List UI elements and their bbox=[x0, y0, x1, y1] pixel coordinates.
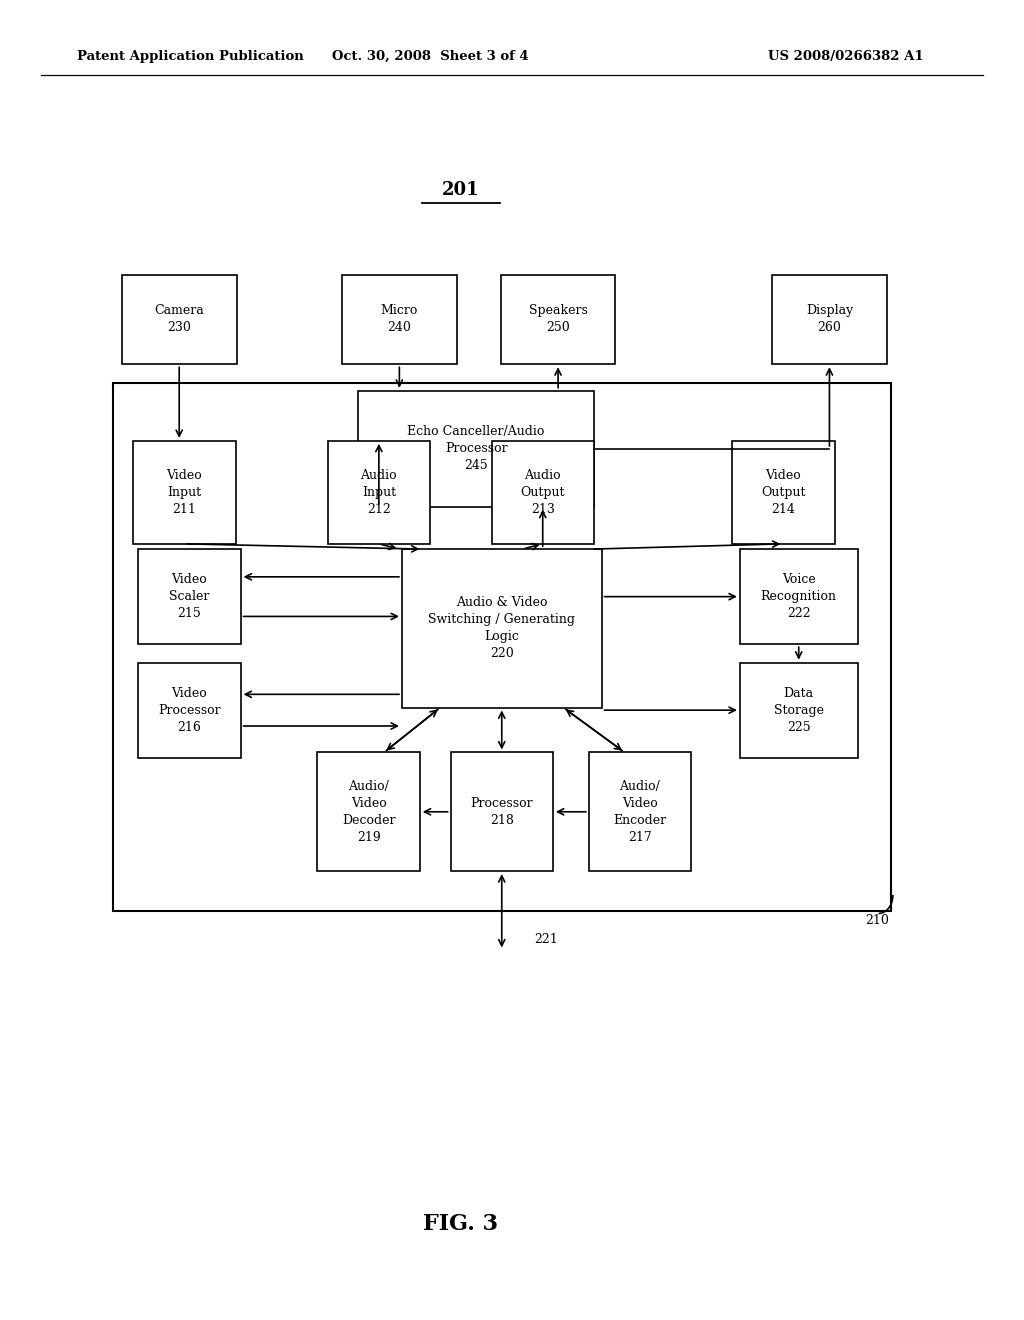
Text: Audio/
Video
Decoder
219: Audio/ Video Decoder 219 bbox=[342, 780, 395, 843]
Text: Camera
230: Camera 230 bbox=[155, 305, 204, 334]
FancyBboxPatch shape bbox=[122, 275, 237, 364]
Text: Video
Input
211: Video Input 211 bbox=[167, 469, 202, 516]
Text: Audio
Input
212: Audio Input 212 bbox=[360, 469, 397, 516]
Text: Speakers
250: Speakers 250 bbox=[528, 305, 588, 334]
Text: Video
Output
214: Video Output 214 bbox=[761, 469, 806, 516]
Text: Voice
Recognition
222: Voice Recognition 222 bbox=[761, 573, 837, 620]
Text: 201: 201 bbox=[442, 181, 479, 199]
Text: Display
260: Display 260 bbox=[806, 305, 853, 334]
Text: Video
Scaler
215: Video Scaler 215 bbox=[169, 573, 210, 620]
FancyBboxPatch shape bbox=[451, 752, 553, 871]
FancyBboxPatch shape bbox=[739, 549, 858, 644]
Text: Audio & Video
Switching / Generating
Logic
220: Audio & Video Switching / Generating Log… bbox=[428, 597, 575, 660]
FancyBboxPatch shape bbox=[133, 441, 236, 544]
FancyBboxPatch shape bbox=[501, 275, 615, 364]
FancyBboxPatch shape bbox=[739, 663, 858, 758]
FancyBboxPatch shape bbox=[113, 383, 891, 911]
Text: Audio
Output
213: Audio Output 213 bbox=[520, 469, 565, 516]
Text: Micro
240: Micro 240 bbox=[381, 305, 418, 334]
FancyBboxPatch shape bbox=[138, 549, 241, 644]
Text: 210: 210 bbox=[865, 913, 889, 927]
Text: Echo Canceller/Audio
Processor
245: Echo Canceller/Audio Processor 245 bbox=[408, 425, 545, 473]
FancyBboxPatch shape bbox=[342, 275, 457, 364]
Text: Audio/
Video
Encoder
217: Audio/ Video Encoder 217 bbox=[613, 780, 667, 843]
FancyBboxPatch shape bbox=[589, 752, 691, 871]
Text: Processor
218: Processor 218 bbox=[470, 797, 534, 826]
Text: Oct. 30, 2008  Sheet 3 of 4: Oct. 30, 2008 Sheet 3 of 4 bbox=[332, 50, 528, 63]
FancyBboxPatch shape bbox=[358, 391, 594, 507]
FancyBboxPatch shape bbox=[732, 441, 835, 544]
Text: Data
Storage
225: Data Storage 225 bbox=[774, 686, 823, 734]
FancyBboxPatch shape bbox=[492, 441, 594, 544]
FancyBboxPatch shape bbox=[317, 752, 420, 871]
Text: 221: 221 bbox=[535, 933, 558, 946]
FancyBboxPatch shape bbox=[328, 441, 430, 544]
FancyBboxPatch shape bbox=[138, 663, 241, 758]
Text: US 2008/0266382 A1: US 2008/0266382 A1 bbox=[768, 50, 924, 63]
Text: Video
Processor
216: Video Processor 216 bbox=[158, 686, 221, 734]
FancyBboxPatch shape bbox=[401, 549, 601, 708]
FancyBboxPatch shape bbox=[772, 275, 887, 364]
Text: FIG. 3: FIG. 3 bbox=[423, 1213, 499, 1234]
Text: Patent Application Publication: Patent Application Publication bbox=[77, 50, 303, 63]
